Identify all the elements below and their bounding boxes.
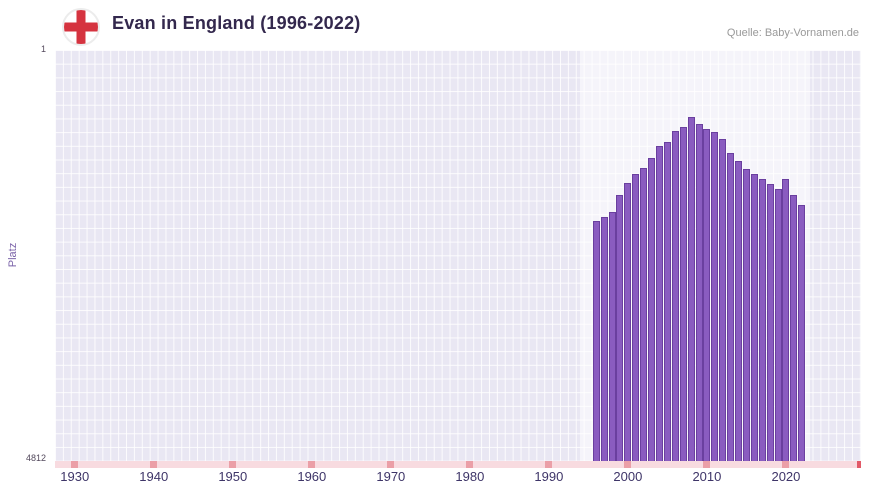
bar-2012[interactable] — [719, 138, 727, 461]
y-tick-label-bottom: 4812 — [25, 453, 46, 463]
source-attribution: Quelle: Baby-Vornamen.de — [726, 27, 859, 39]
bar-2007[interactable] — [679, 126, 687, 461]
x-tick-label-1970: 1970 — [376, 469, 406, 484]
x-axis-strip — [55, 461, 861, 468]
bar-2020[interactable] — [782, 178, 790, 461]
bar-2006[interactable] — [671, 131, 679, 461]
bar-2000[interactable] — [624, 183, 632, 461]
x-tick-mark-1950 — [229, 461, 237, 468]
bar-1997[interactable] — [600, 216, 608, 461]
x-tick-mark-2000 — [624, 461, 632, 468]
y-axis-title: Platz — [7, 242, 19, 268]
x-tick-mark-2020 — [782, 461, 790, 468]
bar-2019[interactable] — [774, 189, 782, 461]
bar-2010[interactable] — [703, 129, 711, 461]
bar-2022[interactable] — [798, 204, 806, 461]
bar-2018[interactable] — [766, 184, 774, 461]
x-tick-mark-1970 — [387, 461, 395, 468]
bar-2014[interactable] — [735, 160, 743, 461]
x-tick-label-1940: 1940 — [139, 469, 169, 484]
flag-cross-horizontal — [64, 22, 98, 32]
england-flag-icon — [62, 8, 100, 46]
bar-2009[interactable] — [695, 124, 703, 461]
x-tick-label-2000: 2000 — [613, 469, 643, 484]
x-tick-label-1930: 1930 — [60, 469, 90, 484]
x-tick-mark-1960 — [308, 461, 316, 468]
x-tick-label-1950: 1950 — [218, 469, 248, 484]
bar-2017[interactable] — [758, 178, 766, 461]
chart-title: Evan in England (1996-2022) — [112, 13, 361, 33]
bar-1999[interactable] — [616, 195, 624, 461]
bar-2005[interactable] — [663, 142, 671, 461]
bar-2002[interactable] — [640, 167, 648, 461]
x-tick-mark-1980 — [466, 461, 474, 468]
bar-2008[interactable] — [687, 117, 695, 461]
x-tick-mark-1930 — [71, 461, 79, 468]
bar-2016[interactable] — [750, 173, 758, 461]
x-tick-label-2020: 2020 — [771, 469, 801, 484]
x-axis-labels: 1930 1940 1950 1960 1970 1980 1990 2000 2010 2020 — [0, 469, 873, 489]
plot-area — [55, 50, 861, 461]
x-tick-label-1990: 1990 — [534, 469, 564, 484]
x-tick-label-1980: 1980 — [455, 469, 485, 484]
bar-2003[interactable] — [648, 157, 656, 461]
x-tick-mark-1940 — [150, 461, 158, 468]
bar-2015[interactable] — [742, 168, 750, 461]
bar-2001[interactable] — [632, 173, 640, 461]
x-tick-label-2010: 2010 — [692, 469, 722, 484]
x-axis-end-tick — [857, 461, 861, 468]
bar-2021[interactable] — [790, 195, 798, 461]
bar-2013[interactable] — [727, 153, 735, 461]
bar-2011[interactable] — [711, 131, 719, 461]
x-tick-mark-2010 — [703, 461, 711, 468]
bar-2004[interactable] — [656, 146, 663, 461]
x-tick-label-1960: 1960 — [297, 469, 327, 484]
y-tick-label-top: 1 — [40, 44, 46, 54]
bar-1996[interactable] — [592, 220, 600, 461]
x-tick-mark-1990 — [545, 461, 553, 468]
bar-1998[interactable] — [608, 212, 616, 461]
